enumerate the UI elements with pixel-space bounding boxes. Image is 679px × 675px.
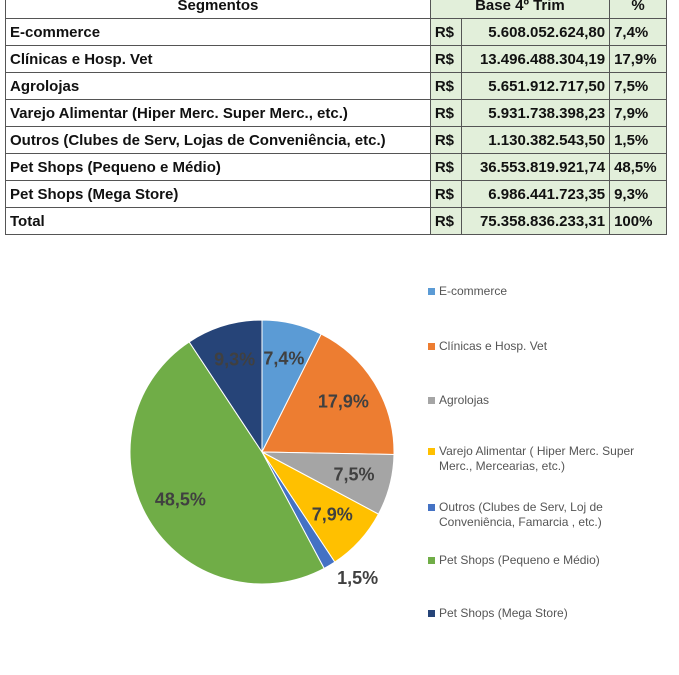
table-row: Outros (Clubes de Serv, Lojas de Conveni… [5,126,667,154]
table-cell: R$ [429,180,462,208]
pie-slice [188,319,263,454]
table-cell: R$ [429,45,462,73]
table-row: Pet Shops (Mega Store) R$ 6.986.441.723,35… [5,180,667,208]
data-label: 1,5% [337,568,378,588]
legend-swatch [428,610,435,617]
header-cell: Base 4º Trim [429,0,611,19]
data-label: 48,5% [155,489,206,509]
table-cell: Clínicas e Hosp. Vet [5,45,431,73]
table-cell: 48,5% [609,153,667,181]
data-table: Segmentos Base 4º Trim% E-commerce R$ 5.608.… [5,0,667,235]
table-row: Agrolojas R$ 5.651.912.717,50 7,5% [5,72,667,100]
table-cell: 1,5% [609,126,667,154]
table-row: E-commerce R$ 5.608.052.624,80 7,4% [5,18,667,46]
table-cell: 36.553.819.921,74 [460,153,611,181]
table-cell: Varejo Alimentar (Hiper Merc. Super Merc… [5,99,431,127]
table-cell: E-commerce [5,18,431,46]
legend-swatch [428,448,435,455]
table-cell: 17,9% [609,45,667,73]
legend-item: Varejo Alimentar ( Hiper Merc. Super Mer… [428,444,639,474]
legend-swatch [428,397,435,404]
legend-label: Pet Shops (Mega Store) [439,606,568,620]
data-label: 7,5% [333,465,374,485]
pie-slice [129,341,325,585]
table-cell: 5.931.738.398,23 [460,99,611,127]
legend-swatch [428,504,435,511]
table-cell: 1.130.382.543,50 [460,126,611,154]
legend-label: E-commerce [439,284,508,298]
table-cell: R$ [429,99,462,127]
table-cell: 7,4% [609,18,667,46]
legend-label: Varejo Alimentar ( Hiper Merc. Super Mer… [439,444,635,473]
table-cell: 100% [609,207,667,235]
table-row: Clínicas e Hosp. Vet R$ 13.496.488.304,19 1… [5,45,667,73]
data-label: 17,9% [318,392,369,412]
table-cell: 75.358.836.233,31 [460,207,611,235]
data-label: 7,9% [312,505,353,525]
legend-item: Outros (Clubes de Serv, Loj de Conveniên… [428,500,639,530]
legend-swatch [428,343,435,350]
table-cell: 5.651.912.717,50 [460,72,611,100]
legend-label: Pet Shops (Pequeno e Médio) [439,553,600,567]
legend-label: Outros (Clubes de Serv, Loj de Conveniên… [439,500,603,529]
legend-item: E-commerce [428,284,639,299]
table-row: Varejo Alimentar (Hiper Merc. Super Merc… [5,99,667,127]
table-cell: R$ [429,207,462,235]
table-cell: 7,5% [609,72,667,100]
legend-label: Clínicas e Hosp. Vet [439,339,548,353]
table-cell: 7,9% [609,99,667,127]
table-row: Total R$ 75.358.836.233,31 100% [5,207,667,235]
legend-swatch [428,557,435,564]
legend-label: Agrolojas [439,393,490,407]
table-cell: 5.608.052.624,80 [460,18,611,46]
table-cell: R$ [429,72,462,100]
table-cell: R$ [429,126,462,154]
data-label: 9,3% [214,350,255,370]
legend-item: Pet Shops (Mega Store) [428,606,639,621]
data-label: 7,4% [263,348,304,368]
table-cell: R$ [429,153,462,181]
legend-item: Agrolojas [428,393,639,408]
legend-item: Clínicas e Hosp. Vet [428,339,639,354]
legend-item: Pet Shops (Pequeno e Médio) [428,553,639,568]
pie-slice [261,333,395,455]
table-cell: Outros (Clubes de Serv, Lojas de Conveni… [5,126,431,154]
legend-swatch [428,288,435,295]
table-cell: 6.986.441.723,35 [460,180,611,208]
